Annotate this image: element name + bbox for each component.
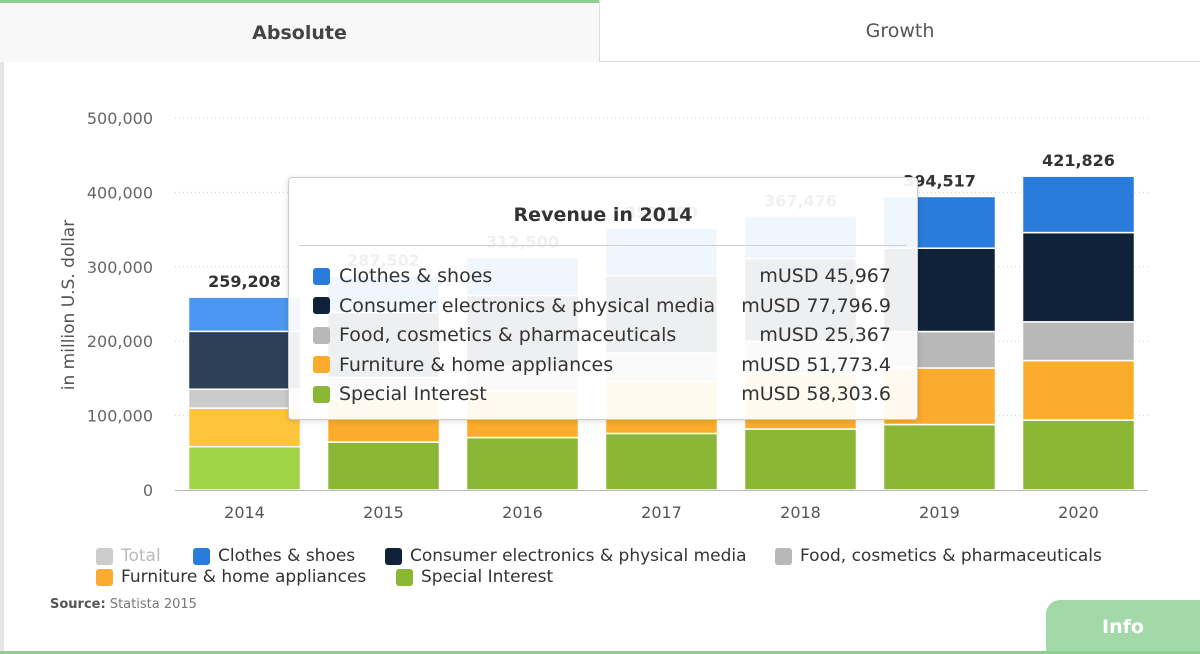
legend-swatch	[96, 568, 113, 586]
tooltip-swatch	[313, 385, 330, 403]
tooltip-series-label: Clothes & shoes	[339, 265, 493, 287]
bar-segment	[1021, 231, 1136, 323]
tab-absolute[interactable]: Absolute	[0, 0, 599, 62]
tooltip-row: Clothes & shoes mUSD 45,967	[313, 262, 891, 290]
source-note: Source: Statista 2015	[50, 597, 197, 612]
tooltip-swatch	[313, 356, 330, 373]
legend-swatch	[96, 547, 113, 565]
bar-segment	[187, 388, 302, 409]
legend-label: Total	[121, 546, 161, 566]
tooltip-swatch	[313, 326, 330, 344]
y-axis-label: in million U.S. dollar	[59, 220, 79, 390]
bar-segment	[882, 423, 997, 491]
bar-segment	[1021, 321, 1136, 362]
legend-item[interactable]: Clothes & shoes	[193, 546, 355, 566]
tooltip-swatch	[313, 267, 330, 285]
bar-segment	[187, 445, 302, 491]
bar-segment	[743, 428, 858, 491]
legend-swatch	[396, 568, 413, 586]
tooltip-row: Special Interest mUSD 58,303.6	[313, 380, 891, 408]
y-tick-label: 200,000	[87, 332, 153, 351]
legend-label: Special Interest	[421, 567, 554, 587]
legend-label: Consumer electronics & physical media	[410, 546, 747, 566]
bar-segment	[604, 432, 719, 491]
source-text: Statista 2015	[109, 597, 197, 612]
y-tick-label: 400,000	[87, 183, 153, 202]
x-tick-label: 2016	[502, 503, 543, 522]
bar-segment	[187, 296, 302, 333]
tooltip-row: Food, cosmetics & pharmaceuticals mUSD 25…	[313, 321, 891, 349]
tooltip: Revenue in 2014 Clothes & shoes mUSD 45,9…	[288, 177, 918, 420]
total-data-label: 421,826	[1042, 151, 1115, 170]
total-data-label: 259,208	[208, 272, 281, 291]
y-tick-label: 500,000	[87, 109, 153, 128]
tooltip-series-value: mUSD 58,303.6	[741, 383, 891, 405]
legend-label: Food, cosmetics & pharmaceuticals	[800, 546, 1102, 566]
x-tick-label: 2018	[780, 503, 821, 522]
legend-item[interactable]: Total	[96, 546, 161, 566]
x-tick-label: 2015	[363, 503, 404, 522]
y-tick-label: 300,000	[87, 258, 153, 277]
x-tick-label: 2020	[1058, 503, 1099, 522]
legend-swatch	[385, 547, 402, 565]
legend-item[interactable]: Food, cosmetics & pharmaceuticals	[775, 546, 1102, 566]
bar-segment	[187, 407, 302, 448]
x-tick-label: 2014	[224, 503, 265, 522]
info-button[interactable]: Info	[1046, 600, 1200, 654]
bar-segment	[465, 436, 580, 491]
x-tick-label: 2017	[641, 503, 682, 522]
total-data-label: 394,517	[903, 171, 976, 190]
legend-label: Clothes & shoes	[218, 546, 356, 566]
bar-segment	[1021, 175, 1136, 234]
tooltip-series-label: Special Interest	[339, 383, 487, 405]
tooltip-series-value: mUSD 77,796.9	[741, 294, 891, 317]
bar-segment	[1021, 419, 1136, 491]
bar-segment	[1021, 359, 1136, 421]
legend-item[interactable]: Consumer electronics & physical media	[385, 546, 747, 566]
y-tick-label: 0	[143, 481, 153, 500]
tooltip-series-value: mUSD 25,367	[759, 324, 891, 346]
bar-segment	[187, 330, 302, 390]
legend-item[interactable]: Special Interest	[396, 567, 553, 587]
tab-bar: Absolute Growth	[0, 0, 1200, 64]
tooltip-title: Revenue in 2014	[513, 204, 693, 226]
y-tick-label: 100,000	[87, 407, 153, 426]
tab-growth[interactable]: Growth	[599, 0, 1200, 62]
source-label: Source:	[50, 597, 106, 612]
tooltip-swatch	[313, 297, 330, 314]
x-tick-label: 2019	[919, 503, 960, 522]
tooltip-row: Consumer electronics & physical media mUS…	[313, 292, 891, 320]
legend-label: Furniture & home appliances	[121, 567, 367, 587]
tooltip-series-label: Food, cosmetics & pharmaceuticals	[339, 324, 677, 346]
tooltip-series-label: Furniture & home appliances	[339, 353, 614, 376]
tooltip-series-value: mUSD 51,773.4	[741, 353, 891, 376]
legend-item[interactable]: Furniture & home appliances	[96, 567, 366, 587]
tooltip-row: Furniture & home appliances mUSD 51,773.4	[313, 351, 891, 379]
left-border	[0, 62, 4, 654]
legend-swatch	[775, 547, 792, 565]
bottom-border	[0, 651, 1200, 654]
tooltip-series-label: Consumer electronics & physical media	[339, 294, 716, 317]
tooltip-series-value: mUSD 45,967	[759, 265, 891, 287]
bar-segment	[326, 441, 441, 491]
tooltip-divider	[299, 245, 907, 246]
legend-swatch	[193, 547, 210, 565]
